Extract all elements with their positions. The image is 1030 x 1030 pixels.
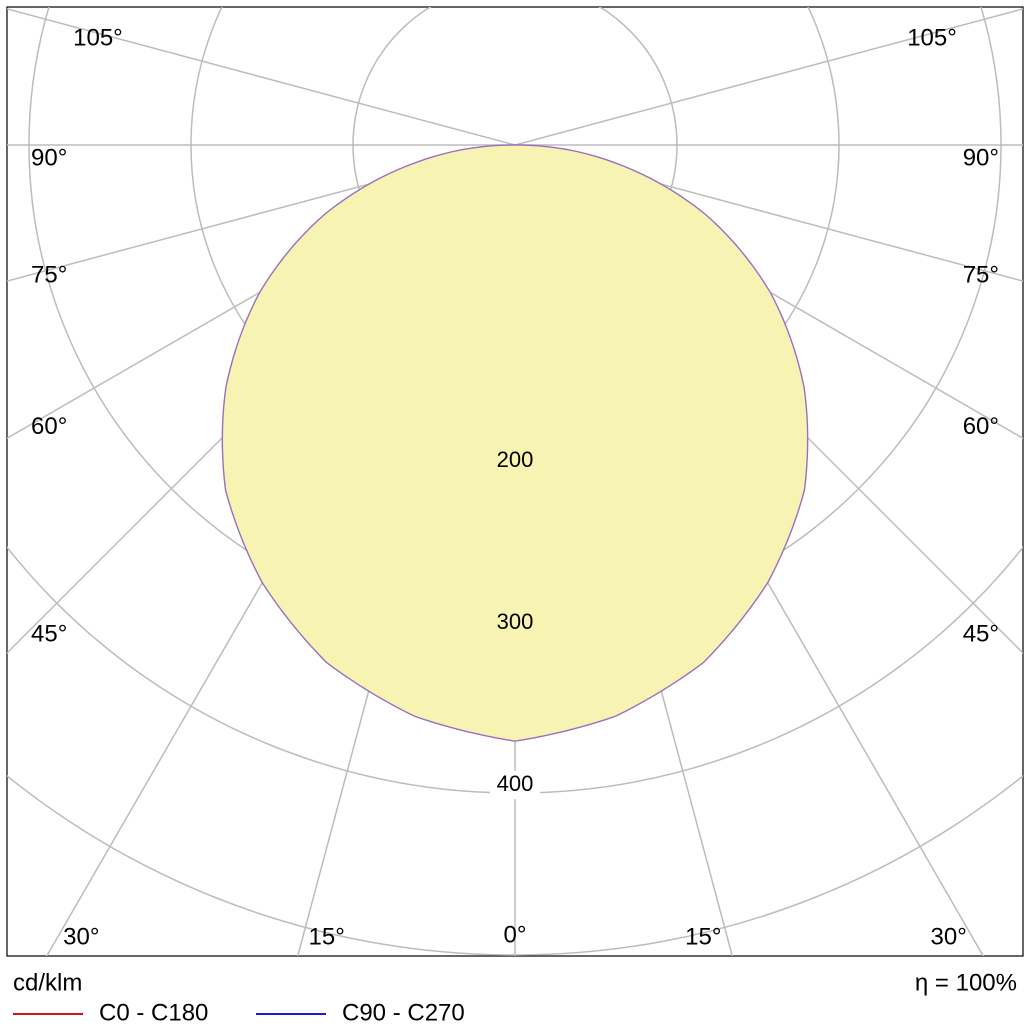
legend-label: C0 - C180 [99, 999, 208, 1026]
legend-label: C90 - C270 [342, 999, 465, 1026]
angle-label-right-60: 60° [963, 413, 999, 440]
angle-label-left-60: 60° [31, 413, 67, 440]
angle-label-right-105: 105° [907, 24, 957, 51]
angle-label-bottom-0: 0° [504, 921, 527, 948]
angle-label-left-75: 75° [31, 262, 67, 289]
angle-label-left-15: 15° [309, 923, 345, 950]
polar-chart-svg: 200 300 400 105° 90° 75° 60° 45° 30° 15° 105° 90° 75… [0, 0, 1030, 1030]
ring-label-300: 300 [497, 609, 534, 634]
ring-label-400: 400 [497, 771, 534, 796]
efficiency-label: η = 100% [915, 969, 1017, 996]
angle-label-right-30: 30° [931, 923, 967, 950]
ring-label-200: 200 [497, 447, 534, 472]
unit-label: cd/klm [13, 969, 82, 996]
angle-label-left-45: 45° [31, 620, 67, 647]
angle-label-left-30: 30° [63, 923, 99, 950]
angle-label-right-15: 15° [685, 923, 721, 950]
angle-label-left-105: 105° [73, 24, 123, 51]
angle-label-right-90: 90° [963, 144, 999, 171]
intensity-curve [222, 145, 807, 741]
polar-chart-container: 200 300 400 105° 90° 75° 60° 45° 30° 15° 105° 90° 75… [0, 0, 1030, 1030]
angle-label-left-90: 90° [31, 144, 67, 171]
angle-label-right-75: 75° [963, 262, 999, 289]
angle-label-right-45: 45° [963, 620, 999, 647]
